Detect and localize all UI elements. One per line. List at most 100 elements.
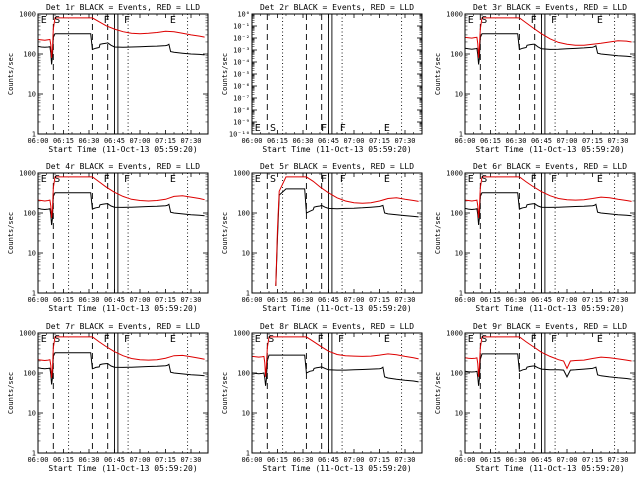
event-marker-label: E [468, 174, 474, 185]
x-tick-label: 07:30 [607, 296, 628, 304]
x-tick-label: 06:45 [104, 296, 125, 304]
event-marker-label: E [170, 15, 176, 26]
y-tick-label: 1 [459, 131, 463, 139]
event-marker-label: E [170, 334, 176, 345]
x-tick-label: 06:00 [27, 456, 48, 464]
y-tick-label: 100 [237, 370, 250, 378]
y-tick-label: 10 [455, 91, 463, 99]
y-tick-label: 100 [23, 51, 36, 59]
x-axis-title: Start Time (11-Oct-13 05:59:20) [475, 145, 624, 154]
chart-title: Det 1r BLACK = Events, RED = LLD [46, 3, 200, 12]
plot-frame [37, 13, 209, 135]
x-tick-label: 06:15 [53, 456, 74, 464]
x-tick-label: 06:30 [292, 456, 313, 464]
chart-title: Det 4r BLACK = Events, RED = LLD [46, 162, 200, 171]
y-tick-label: 10 [28, 91, 36, 99]
y-tick-label: 100 [450, 370, 463, 378]
x-tick-label: 07:30 [394, 296, 415, 304]
chart-panel: Det 9r BLACK = Events, RED = LLD Start Ti… [434, 322, 636, 473]
lld-series-line [464, 176, 632, 219]
x-axis-title: Start Time (11-Oct-13 05:59:20) [475, 464, 624, 473]
event-marker-label: E [597, 174, 603, 185]
y-tick-label: 1000 [446, 170, 463, 178]
x-tick-label: 06:00 [241, 137, 262, 145]
event-marker-label: F [340, 174, 346, 185]
y-tick-label: 10⁻¹⁰ [229, 131, 250, 139]
y-tick-label: 10⁻⁸ [233, 107, 250, 115]
x-tick-label: 06:00 [241, 296, 262, 304]
events-series-line [275, 188, 419, 287]
event-marker-label: F [104, 174, 110, 185]
y-tick-label: 1 [32, 290, 36, 298]
x-tick-label: 06:45 [104, 137, 125, 145]
event-marker-label: S [270, 174, 276, 185]
y-tick-label: 10⁻³ [233, 47, 250, 55]
x-tick-label: 06:15 [267, 137, 288, 145]
y-tick-label: 1000 [19, 11, 36, 19]
x-tick-label: 06:15 [53, 296, 74, 304]
event-marker-label: F [340, 123, 346, 134]
x-tick-label: 06:30 [505, 456, 526, 464]
x-tick-label: 07:30 [394, 137, 415, 145]
event-marker-label: F [551, 15, 557, 26]
event-marker-label: S [54, 174, 60, 185]
y-tick-label: 1000 [19, 330, 36, 338]
x-tick-label: 06:45 [531, 456, 552, 464]
y-tick-label: 10 [28, 250, 36, 258]
x-tick-label: 07:30 [180, 456, 201, 464]
chart-title: Det 5r BLACK = Events, RED = LLD [260, 162, 414, 171]
x-tick-label: 07:30 [607, 137, 628, 145]
event-marker-label: E [468, 15, 474, 26]
chart-panel: Det 4r BLACK = Events, RED = LLD Start Ti… [7, 162, 209, 313]
plot-frame [37, 172, 209, 294]
x-tick-label: 07:30 [607, 456, 628, 464]
lld-series-line [37, 336, 205, 379]
events-series-line [464, 33, 632, 65]
x-tick-label: 07:15 [369, 456, 390, 464]
event-marker-label: F [531, 334, 537, 345]
x-tick-label: 06:45 [318, 456, 339, 464]
event-marker-label: S [481, 334, 487, 345]
events-series-line [251, 354, 419, 386]
event-marker-label: F [531, 15, 537, 26]
event-marker-label: F [124, 174, 130, 185]
event-marker-label: F [104, 334, 110, 345]
x-tick-label: 06:30 [292, 137, 313, 145]
y-tick-label: 10⁻⁹ [233, 119, 250, 127]
plot-frame [251, 13, 423, 135]
x-tick-label: 06:45 [318, 296, 339, 304]
y-tick-label: 100 [23, 210, 36, 218]
x-tick-label: 06:00 [454, 456, 475, 464]
x-tick-label: 07:30 [394, 456, 415, 464]
events-series-line [37, 33, 205, 65]
x-tick-label: 07:30 [180, 137, 201, 145]
chart-panel: Det 2r BLACK = Events, RED = LLD Start Ti… [221, 3, 423, 154]
x-tick-label: 07:15 [155, 296, 176, 304]
event-marker-label: F [321, 123, 327, 134]
x-axis-title: Start Time (11-Oct-13 05:59:20) [48, 145, 197, 154]
event-marker-label: E [255, 123, 261, 134]
event-marker-label: E [468, 334, 474, 345]
y-tick-label: 1000 [446, 330, 463, 338]
x-tick-label: 06:30 [78, 456, 99, 464]
x-tick-label: 07:00 [343, 456, 364, 464]
x-tick-label: 07:30 [180, 296, 201, 304]
y-tick-label: 1 [459, 290, 463, 298]
y-tick-label: 10⁻⁷ [233, 95, 250, 103]
x-axis-title: Start Time (11-Oct-13 05:59:20) [48, 464, 197, 473]
lld-series-line [37, 176, 205, 219]
y-axis-label: Counts/sec [221, 53, 229, 95]
event-marker-label: E [384, 334, 390, 345]
x-tick-label: 06:15 [480, 137, 501, 145]
lld-series-line [464, 17, 632, 58]
event-marker-label: F [318, 334, 324, 345]
chart-panel: Det 6r BLACK = Events, RED = LLD Start Ti… [434, 162, 636, 313]
plot-frame [464, 13, 636, 135]
event-marker-label: E [41, 15, 47, 26]
event-marker-label: E [255, 174, 261, 185]
y-tick-label: 10 [28, 410, 36, 418]
event-marker-label: F [124, 334, 130, 345]
event-marker-label: F [338, 334, 344, 345]
event-marker-label: E [170, 174, 176, 185]
x-tick-label: 07:00 [556, 456, 577, 464]
